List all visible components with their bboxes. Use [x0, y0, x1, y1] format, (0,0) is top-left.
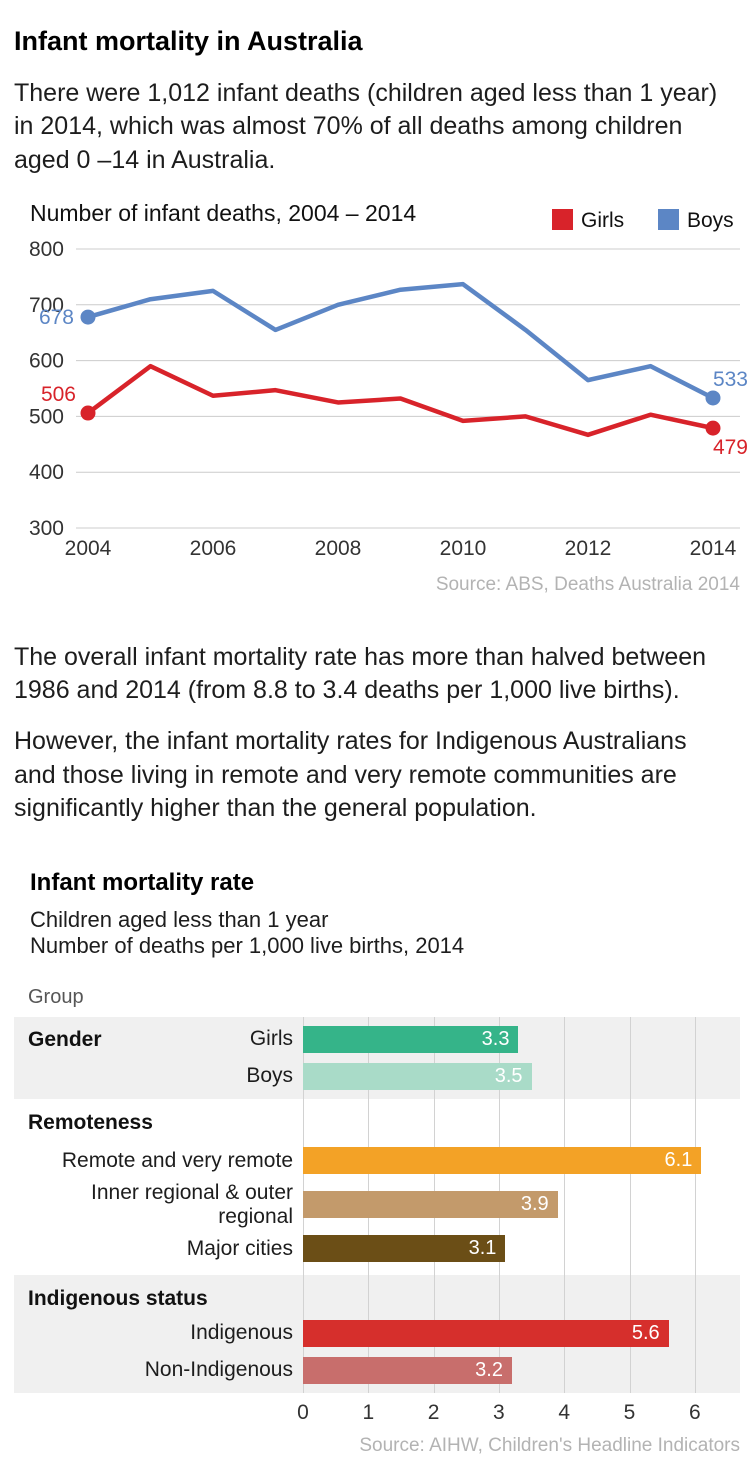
x-tick-label: 2006	[190, 537, 237, 560]
bar-track: 3.2	[303, 1356, 740, 1384]
paragraph-indigenous-rates: However, the infant mortality rates for …	[14, 727, 687, 822]
bar-track: 3.1	[303, 1235, 740, 1263]
bar-row: Non-Indigenous 3.2	[14, 1352, 740, 1389]
x-tick-label: 2014	[690, 537, 737, 560]
y-tick-label: 500	[29, 405, 64, 428]
bar: 3.2	[303, 1356, 512, 1384]
bar-x-tick-label: 6	[688, 1400, 701, 1424]
series-point-boys	[705, 390, 721, 406]
x-tick-label: 2008	[315, 537, 362, 560]
group-name: Indigenous status	[28, 1286, 208, 1310]
bar-value-label: 3.3	[481, 1027, 510, 1050]
legend-swatch-girls	[552, 208, 573, 230]
bar-value-label: 6.1	[664, 1149, 693, 1172]
bar: 3.9	[303, 1191, 558, 1219]
bar-plot: Gender Girls 3.3 Boys 3.5 Remoteness Remote an…	[14, 1016, 740, 1393]
bar-value-label: 3.5	[494, 1064, 523, 1087]
point-label-boys-first: 678	[39, 306, 74, 329]
bar: 3.5	[303, 1062, 532, 1090]
bar-x-tick-label: 2	[427, 1400, 440, 1424]
bar-row-label: Girls	[249, 1027, 293, 1051]
bar-row: Girls 3.3	[14, 1021, 740, 1058]
bar-row: Inner regional & outer regional 3.9	[14, 1180, 740, 1228]
bar-chart-subtitle-1: Children aged less than 1 year	[30, 907, 329, 932]
series-point-girls	[705, 420, 721, 436]
x-tick-label: 2004	[65, 537, 112, 560]
bar: 6.1	[303, 1147, 702, 1175]
bar-value-label: 3.2	[475, 1358, 503, 1381]
y-tick-label: 700	[29, 294, 64, 317]
point-label-boys-last: 533	[713, 368, 748, 391]
bar-x-axis: 0 1 2 3 4 5 6	[14, 1393, 740, 1427]
group-name: Gender	[28, 1027, 102, 1051]
bar-row: Boys 3.5	[14, 1058, 740, 1095]
bar-chart-subtitle-2: Number of deaths per 1,000 live births, …	[30, 933, 465, 959]
series-point-girls	[80, 405, 96, 421]
gridline-6	[694, 1016, 696, 1393]
series-line-girls	[85, 363, 716, 437]
y-tick-label: 600	[29, 349, 64, 372]
bar-chart-section: Infant mortality rate Children aged less…	[0, 869, 754, 1475]
bar-row: Major cities 3.1	[14, 1227, 740, 1271]
line-chart-title: Number of infant deaths, 2004 – 2014	[30, 200, 416, 226]
x-tick-label: 2012	[565, 537, 612, 560]
bar-value-label: 5.6	[631, 1321, 660, 1344]
bar: 3.1	[303, 1235, 506, 1263]
legend-swatch-boys	[658, 208, 679, 230]
bar-x-tick-label: 3	[493, 1400, 505, 1424]
series-point-boys	[80, 309, 96, 325]
bar-row-label: Indigenous	[190, 1321, 293, 1345]
line-chart-source: Source: ABS, Deaths Australia 2014	[436, 574, 741, 595]
bar-value-label: 3.9	[520, 1193, 549, 1216]
intro-paragraph: There were 1,012 infant deaths (children…	[14, 79, 718, 174]
y-tick-label: 800	[29, 238, 64, 261]
bar: 5.6	[303, 1319, 669, 1347]
bar-x-tick-label: 5	[623, 1400, 636, 1424]
gridline-5	[629, 1016, 631, 1393]
gridline-4	[564, 1016, 566, 1393]
legend-label-boys: Boys	[687, 209, 734, 232]
bar-row-label: Inner regional & outer regional	[91, 1180, 293, 1228]
bar-group-gender: Gender Girls 3.3 Boys 3.5	[14, 1016, 740, 1099]
point-label-girls-first: 506	[41, 383, 76, 406]
bar-row: Indigenous 5.6	[14, 1315, 740, 1352]
bar-group-remoteness: Remoteness Remote and very remote 6.1 Inner…	[14, 1099, 740, 1275]
bar-track: 3.9	[303, 1191, 740, 1219]
bar-track: 3.3	[303, 1025, 740, 1053]
bar-group-indigenous-status: Indigenous status Indigenous 5.6 Non-Indige…	[14, 1274, 740, 1393]
bar-row: Remote and very remote 6.1	[14, 1139, 740, 1183]
bar-row-label: Major cities	[186, 1236, 293, 1260]
bar-x-tick-label: 4	[558, 1400, 571, 1424]
bar: 3.3	[303, 1025, 519, 1053]
y-tick-label: 400	[29, 461, 64, 484]
series-line-boys	[85, 281, 716, 400]
legend-label-girls: Girls	[581, 209, 624, 232]
bar-track: 3.5	[303, 1062, 740, 1090]
y-tick-label: 300	[29, 517, 64, 540]
bar-track: 5.6	[303, 1319, 740, 1347]
bar-x-tick-label: 1	[362, 1400, 375, 1424]
group-axis-label: Group	[28, 985, 84, 1008]
group-name: Remoteness	[28, 1110, 153, 1134]
bar-x-tick-label: 0	[297, 1400, 309, 1424]
bar-chart-title: Infant mortality rate	[30, 869, 255, 896]
x-tick-label: 2010	[440, 537, 487, 560]
bar-row-label: Boys	[246, 1064, 293, 1088]
bar-track: 6.1	[303, 1147, 740, 1175]
line-chart: Number of infant deaths, 2004 – 2014 Girl…	[29, 200, 748, 595]
page-title: Infant mortality in Australia	[14, 26, 363, 56]
bar-row-label: Remote and very remote	[61, 1148, 293, 1172]
paragraph-mortality-halved: The overall infant mortality rate has mo…	[14, 642, 707, 704]
bar-chart-source: Source: AIHW, Children's Headline Indica…	[359, 1434, 740, 1456]
bar-value-label: 3.1	[468, 1237, 497, 1260]
point-label-girls-last: 479	[713, 436, 748, 459]
bar-row-label: Non-Indigenous	[144, 1358, 293, 1382]
